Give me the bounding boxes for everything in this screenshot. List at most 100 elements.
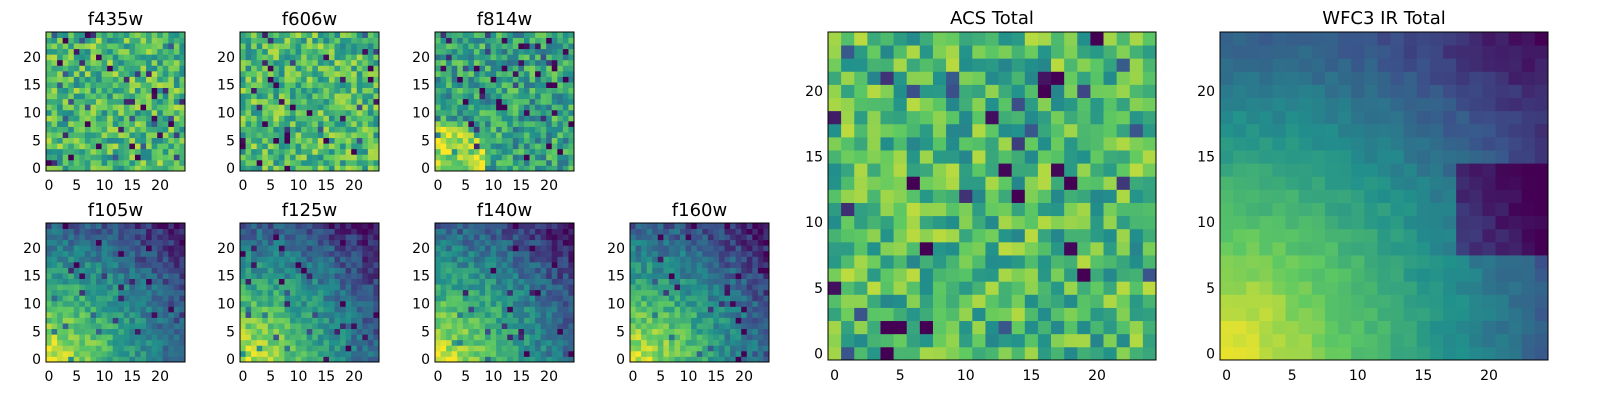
heatmap-cell — [351, 323, 358, 330]
heatmap-cell — [1116, 189, 1131, 203]
heatmap-cell — [118, 159, 125, 166]
heatmap-cell — [157, 295, 164, 302]
heatmap-cell — [179, 350, 186, 357]
heatmap-cell — [702, 317, 709, 324]
heatmap-cell — [323, 154, 330, 161]
heatmap-cell — [278, 126, 285, 133]
heatmap-cell — [529, 223, 536, 229]
heatmap-cell — [362, 278, 369, 285]
heatmap-cell — [356, 143, 363, 150]
heatmap-cell — [273, 120, 280, 127]
heatmap-cell — [512, 82, 519, 88]
heatmap-cell — [46, 132, 52, 139]
heatmap-cell — [101, 273, 108, 279]
heatmap-cell — [162, 356, 169, 363]
heatmap-cell — [345, 87, 352, 94]
heatmap-cell — [518, 228, 525, 235]
heatmap-cell — [62, 43, 69, 50]
heatmap-cell — [129, 48, 136, 55]
heatmap-cell — [179, 93, 186, 100]
heatmap-cell — [323, 356, 330, 363]
heatmap-cell — [68, 104, 75, 111]
heatmap-cell — [724, 334, 731, 341]
heatmap-cell — [62, 311, 69, 318]
heatmap-cell — [317, 339, 324, 346]
heatmap-cell — [646, 295, 653, 302]
heatmap-cell — [151, 154, 158, 161]
heatmap-cell — [468, 154, 475, 161]
heatmap-cell — [179, 261, 186, 268]
heatmap-cell — [251, 339, 258, 346]
heatmap-cell — [107, 334, 114, 341]
heatmap-cell — [652, 256, 659, 263]
heatmap-cell — [512, 273, 519, 279]
heatmap-cell — [140, 76, 147, 83]
heatmap-cell — [112, 334, 119, 341]
heatmap-cell — [312, 132, 319, 139]
heatmap-cell — [256, 76, 263, 83]
heatmap-cell — [529, 328, 536, 335]
heatmap-cell — [501, 239, 508, 246]
heatmap-cell — [112, 98, 119, 105]
heatmap-cell — [630, 250, 636, 257]
heatmap-cell — [1051, 215, 1065, 230]
heatmap-cell — [251, 256, 258, 263]
heatmap-cell — [691, 317, 698, 324]
heatmap-cell — [256, 143, 263, 150]
heatmap-cell — [146, 306, 153, 313]
heatmap-cell — [440, 300, 447, 307]
heatmap-cell — [96, 234, 102, 241]
heatmap-cell — [306, 356, 313, 363]
heatmap-cell — [718, 267, 725, 274]
heatmap-cell — [134, 273, 141, 279]
heatmap-cell — [551, 323, 558, 330]
heatmap-cell — [828, 307, 842, 322]
heatmap-cell — [123, 70, 130, 77]
heatmap-cell — [51, 356, 58, 363]
heatmap-cell — [157, 345, 164, 352]
heatmap-cell — [507, 267, 514, 274]
heatmap-cell — [107, 289, 114, 296]
heatmap-cell — [146, 98, 153, 105]
heatmap-cell — [440, 239, 447, 246]
heatmap-cell — [367, 350, 374, 357]
heatmap-cell — [118, 239, 125, 246]
heatmap-cell — [96, 115, 102, 122]
heatmap-cell — [62, 256, 69, 263]
heatmap-cell — [46, 261, 52, 268]
heatmap-cell — [240, 228, 246, 235]
heatmap-cell — [446, 350, 453, 357]
heatmap-cell — [112, 48, 119, 55]
heatmap-cell — [641, 234, 648, 241]
heatmap-cell — [540, 306, 547, 313]
heatmap-cell — [362, 234, 369, 241]
heatmap-cell — [746, 245, 753, 252]
heatmap-cell — [446, 345, 453, 352]
heatmap-cell — [134, 256, 141, 263]
heatmap-cell — [501, 82, 508, 88]
heatmap-cell — [84, 311, 91, 318]
heatmap-cell — [162, 48, 169, 55]
heatmap-cell — [351, 82, 358, 88]
heatmap-cell — [906, 110, 921, 125]
heatmap-cell — [741, 284, 748, 291]
heatmap-cell — [62, 70, 69, 77]
heatmap-cell — [512, 87, 519, 94]
heatmap-cell — [668, 339, 675, 346]
heatmap-cell — [162, 65, 169, 72]
heatmap-cell — [123, 143, 130, 150]
heatmap-cell — [245, 143, 252, 150]
x-tick-label: 10 — [96, 369, 114, 385]
heatmap-cell — [312, 261, 319, 268]
heatmap-cell — [490, 37, 497, 44]
heatmap-cell — [718, 345, 725, 352]
heatmap-cell — [1077, 346, 1091, 361]
heatmap-cell — [312, 120, 319, 127]
heatmap-cell — [462, 328, 469, 335]
x-tick-label: 0 — [44, 369, 53, 385]
heatmap-cell — [273, 323, 280, 330]
heatmap-cell — [557, 311, 564, 318]
heatmap-cell — [724, 295, 731, 302]
heatmap-cell — [278, 132, 285, 139]
heatmap-cell — [473, 87, 480, 94]
